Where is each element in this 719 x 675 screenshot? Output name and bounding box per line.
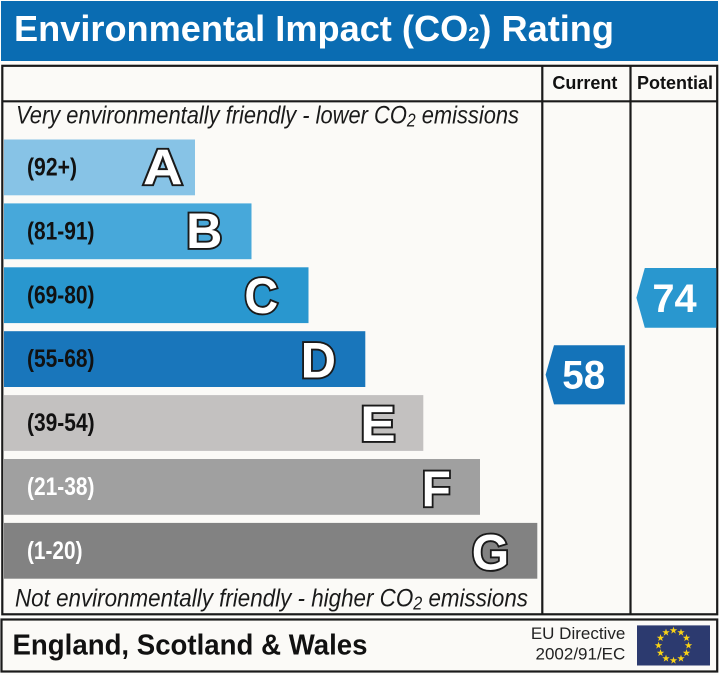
svg-text:C: C [244, 268, 278, 324]
svg-text:G: G [472, 525, 509, 581]
svg-text:(92+): (92+) [27, 154, 77, 182]
svg-text:E: E [360, 396, 395, 452]
svg-text:(69-80): (69-80) [27, 281, 95, 309]
svg-text:England, Scotland & Wales: England, Scotland & Wales [13, 630, 368, 662]
svg-text:EU Directive: EU Directive [531, 624, 625, 643]
svg-text:Potential: Potential [637, 73, 713, 93]
svg-text:(39-54): (39-54) [27, 409, 95, 437]
svg-text:Not environmentally friendly -: Not environmentally friendly - higher CO… [15, 585, 528, 614]
svg-text:Very environmentally friendly: Very environmentally friendly - lower CO… [16, 101, 519, 130]
svg-text:58: 58 [562, 354, 605, 398]
svg-text:D: D [301, 333, 336, 389]
svg-text:(21-38): (21-38) [27, 473, 95, 501]
svg-text:B: B [186, 203, 222, 259]
svg-text:Environmental Impact (CO2) Rat: Environmental Impact (CO 2) Rating [14, 8, 614, 49]
svg-text:A: A [143, 139, 183, 195]
svg-text:(1-20): (1-20) [27, 537, 83, 565]
svg-text:2002/91/EC: 2002/91/EC [536, 645, 626, 664]
svg-text:74: 74 [652, 277, 697, 321]
svg-text:Current: Current [552, 73, 617, 93]
svg-text:(81-91): (81-91) [27, 217, 95, 245]
svg-text:F: F [422, 461, 451, 517]
svg-text:(55-68): (55-68) [27, 345, 95, 373]
